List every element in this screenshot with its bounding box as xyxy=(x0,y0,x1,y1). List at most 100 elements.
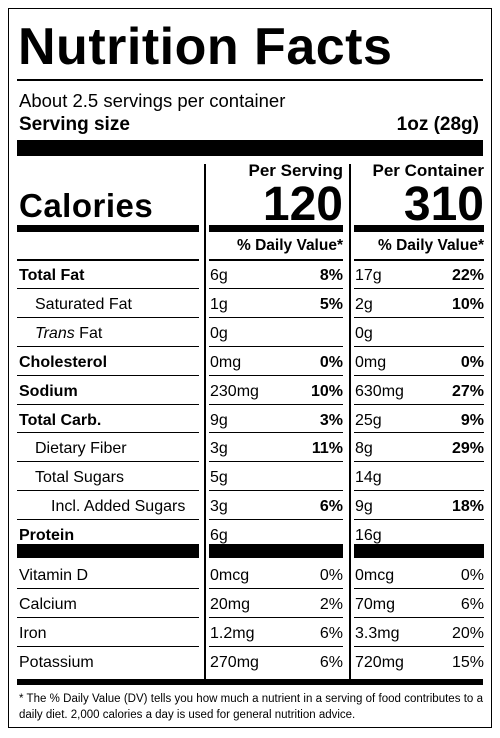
nutrient-label: Iron xyxy=(19,625,47,642)
container-percent: 29% xyxy=(451,440,484,458)
serving-amount: 0mcg xyxy=(210,567,250,584)
serving-percent: 6% xyxy=(319,498,343,516)
nutrient-label-text: Fat xyxy=(79,324,103,342)
title-divider xyxy=(17,79,483,81)
calories-per-serving: 120 xyxy=(262,178,343,231)
container-percent: 20% xyxy=(451,625,484,642)
row-divider-right xyxy=(354,490,484,492)
row-divider-mid xyxy=(209,432,343,434)
serving-amount: 3g xyxy=(210,498,228,516)
container-amount: 0mg xyxy=(355,353,387,371)
serving-amount: 9g xyxy=(210,411,228,429)
container-percent: 0% xyxy=(460,353,484,371)
container-amount: 0g xyxy=(355,324,373,342)
dv-header-serving: % Daily Value* xyxy=(237,237,343,254)
row-divider-left xyxy=(17,432,199,434)
row-divider-left xyxy=(17,374,199,376)
serving-percent: 5% xyxy=(319,295,343,313)
nutrition-label: Nutrition Facts About 2.5 servings per c… xyxy=(8,8,492,728)
nutrient-label: Vitamin D xyxy=(19,567,89,584)
row-divider-mid xyxy=(209,345,343,347)
row-divider-left xyxy=(17,345,199,347)
nutrient-label: Incl. Added Sugars xyxy=(51,498,186,516)
serving-amount: 3g xyxy=(210,440,228,458)
row-divider-left xyxy=(17,287,199,289)
row-divider-left xyxy=(17,316,199,318)
row-divider-mid xyxy=(209,519,343,521)
row-divider-mid xyxy=(209,588,343,589)
row-divider-left xyxy=(17,588,199,589)
row-divider-mid xyxy=(209,490,343,492)
row-divider-right xyxy=(354,519,484,521)
serving-amount: 6g xyxy=(210,527,228,545)
row-divider-mid xyxy=(209,403,343,405)
row-divider-left xyxy=(17,617,199,618)
serving-percent: 3% xyxy=(319,411,343,429)
dv-divider-left xyxy=(17,259,199,261)
row-divider-mid xyxy=(209,646,343,647)
row-divider-mid xyxy=(209,316,343,318)
row-divider-right xyxy=(354,588,484,589)
nutrient-label: Dietary Fiber xyxy=(35,440,127,458)
serving-amount: 6g xyxy=(210,267,228,284)
row-divider-right xyxy=(354,374,484,376)
nutrient-label: Calcium xyxy=(19,596,77,613)
dv-divider-right xyxy=(354,259,484,261)
container-percent: 10% xyxy=(451,295,484,313)
serving-amount: 270mg xyxy=(210,654,259,671)
row-divider-left xyxy=(17,461,199,463)
container-percent: 0% xyxy=(460,567,484,584)
calories-per-container: 310 xyxy=(403,178,484,231)
serving-percent: 0% xyxy=(319,567,343,584)
row-divider-right xyxy=(354,316,484,318)
container-amount: 630mg xyxy=(355,382,404,400)
column-divider-serving xyxy=(204,164,206,679)
serving-amount: 1.2mg xyxy=(210,625,255,642)
container-amount: 14g xyxy=(355,469,382,487)
container-percent: 22% xyxy=(451,267,484,284)
container-amount: 720mg xyxy=(355,654,404,671)
nutrient-label: Sodium xyxy=(19,382,78,400)
row-divider-right xyxy=(354,345,484,347)
calories-bar-left xyxy=(17,225,199,232)
label-title: Nutrition Facts xyxy=(18,18,393,76)
row-divider-right xyxy=(354,461,484,463)
calories-label: Calories xyxy=(19,187,154,224)
row-divider-right xyxy=(354,646,484,647)
serving-amount: 20mg xyxy=(210,596,251,613)
row-divider-right xyxy=(354,403,484,405)
row-divider-left xyxy=(17,519,199,521)
serving-percent: 2% xyxy=(319,596,343,613)
serving-amount: 230mg xyxy=(210,382,259,400)
serving-percent: 10% xyxy=(310,382,343,400)
container-amount: 0mcg xyxy=(355,567,395,584)
per-serving-header: Per Serving xyxy=(248,161,344,180)
dv-header-container: % Daily Value* xyxy=(378,237,484,254)
container-amount: 2g xyxy=(355,295,373,313)
container-amount: 9g xyxy=(355,498,373,516)
footnote: * The % Daily Value (DV) tells you how m… xyxy=(19,693,483,721)
vitamin-bar-mid xyxy=(209,544,343,558)
footnote-divider xyxy=(17,679,483,685)
container-amount: 3.3mg xyxy=(355,625,400,642)
row-divider-mid xyxy=(209,287,343,289)
row-divider-right xyxy=(354,432,484,434)
row-divider-mid xyxy=(209,461,343,463)
servings-per-container: About 2.5 servings per container xyxy=(19,90,286,111)
serving-percent: 6% xyxy=(319,654,343,671)
vitamin-bar-left xyxy=(17,544,199,558)
vitamin-bar-right xyxy=(354,544,484,558)
serving-amount: 5g xyxy=(210,469,228,487)
row-divider-right xyxy=(354,287,484,289)
thick-bar-top xyxy=(17,140,483,156)
container-amount: 70mg xyxy=(355,596,396,613)
serving-size-value: 1oz (28g) xyxy=(396,114,479,135)
row-divider-left xyxy=(17,403,199,405)
per-container-header: Per Container xyxy=(372,161,484,180)
row-divider-right xyxy=(354,617,484,618)
calories-bar-right xyxy=(354,225,484,232)
dv-divider-mid xyxy=(209,259,343,261)
nutrient-label-prefix: Trans xyxy=(35,324,75,342)
serving-percent: 11% xyxy=(311,440,343,458)
nutrient-label: Total Fat xyxy=(19,267,85,284)
